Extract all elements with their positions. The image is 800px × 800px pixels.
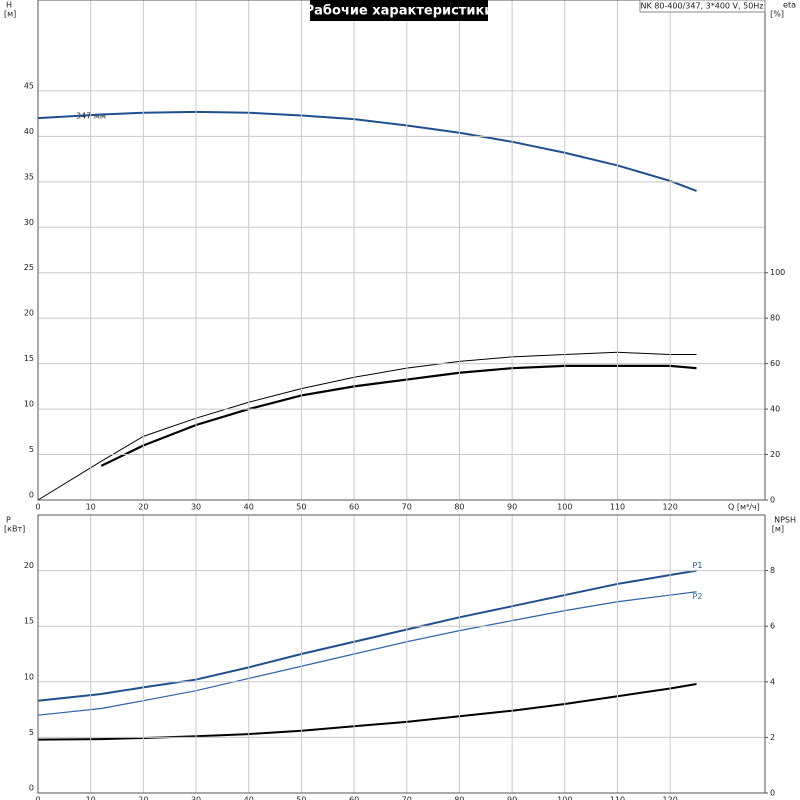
x-tick-label: 50 — [296, 503, 306, 512]
y-tick-label: 0 — [29, 784, 34, 793]
info-box — [639, 0, 766, 13]
curve-label: P2 — [693, 592, 703, 601]
y-tick-label: 15 — [24, 617, 34, 626]
y-tick-label: 15 — [24, 354, 34, 363]
y-tick-label: 5 — [29, 728, 34, 737]
curve — [100, 364, 697, 467]
y-tick-label: 5 — [29, 445, 34, 454]
x-tick-label: 100 — [557, 503, 572, 512]
y2-tick-label: 60 — [770, 359, 780, 368]
y-label: H — [6, 1, 12, 10]
x-tick-label: 30 — [191, 503, 201, 512]
title: Рабочие характеристики — [305, 4, 494, 19]
y-label: P — [6, 516, 11, 525]
x-tick-label: 20 — [138, 796, 148, 800]
y-tick-label: 10 — [24, 400, 34, 409]
y2-tick-label: 2 — [770, 733, 775, 742]
plot-frame — [37, 514, 766, 794]
y-tick-label: 20 — [24, 561, 34, 570]
x-tick-label: 70 — [402, 503, 412, 512]
curve — [37, 569, 697, 702]
y-unit: [м] — [4, 10, 16, 19]
y-tick-label: 20 — [24, 309, 34, 318]
y2-tick-label: 0 — [770, 789, 775, 798]
y-tick-label: 25 — [24, 263, 34, 272]
x-tick-label: 70 — [402, 796, 412, 800]
y2-unit: [%] — [770, 10, 784, 19]
x-tick-label: 120 — [663, 503, 678, 512]
x-tick-label: 20 — [138, 503, 148, 512]
y-tick-label: 30 — [24, 218, 34, 227]
x-tick-label: 40 — [244, 796, 254, 800]
curve — [37, 591, 697, 716]
x-tick-label: 60 — [349, 796, 359, 800]
y2-tick-label: 100 — [770, 268, 785, 277]
x-tick-label: 30 — [191, 796, 201, 800]
curve — [37, 683, 697, 741]
curve-label: P1 — [693, 561, 703, 570]
x-label: Q [м³/ч] — [728, 503, 760, 512]
x-tick-label: 40 — [244, 503, 254, 512]
title-box — [310, 0, 488, 21]
y-tick-label: 40 — [24, 127, 34, 136]
y-tick-label: 45 — [24, 81, 34, 90]
x-tick-label: 60 — [349, 503, 359, 512]
x-tick-label: 110 — [610, 503, 625, 512]
y-unit: [кВт] — [4, 525, 25, 534]
x-tick-label: 0 — [35, 796, 40, 800]
y-tick-label: 0 — [29, 491, 34, 500]
y-tick-label: 10 — [24, 672, 34, 681]
y-tick-label: 35 — [24, 172, 34, 181]
y2-tick-label: 4 — [770, 677, 775, 686]
y2-tick-label: 80 — [770, 314, 780, 323]
x-tick-label: 110 — [610, 796, 625, 800]
x-tick-label: 10 — [86, 503, 96, 512]
y2-unit: [м] — [772, 525, 784, 534]
x-tick-label: 90 — [507, 503, 517, 512]
plot-frame — [37, 0, 766, 501]
curve — [37, 351, 697, 501]
x-tick-label: 0 — [35, 503, 40, 512]
y2-tick-label: 6 — [770, 622, 775, 631]
x-tick-label: 50 — [296, 796, 306, 800]
y2-tick-label: 0 — [770, 496, 775, 505]
x-tick-label: 80 — [454, 796, 464, 800]
x-tick-label: 90 — [507, 796, 517, 800]
y2-tick-label: 20 — [770, 450, 780, 459]
info: NK 80-400/347, 3*400 V, 50Hz — [640, 2, 763, 11]
y2-tick-label: 8 — [770, 566, 775, 575]
y2-label: NPSH — [774, 516, 796, 525]
y2-tick-label: 40 — [770, 405, 780, 414]
x-tick-label: 120 — [663, 796, 678, 800]
x-tick-label: 100 — [557, 796, 572, 800]
curve — [37, 110, 697, 192]
x-tick-label: 10 — [86, 796, 96, 800]
x-tick-label: 80 — [454, 503, 464, 512]
y2-label: eta — [783, 1, 796, 10]
